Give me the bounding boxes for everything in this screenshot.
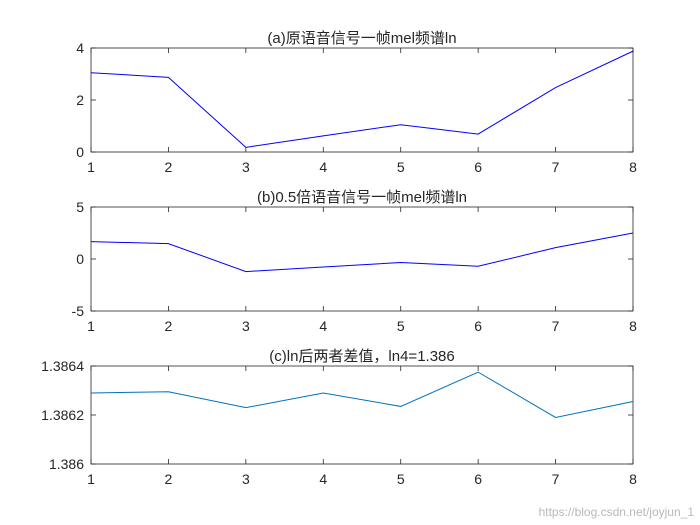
x-tick-label: 8 bbox=[629, 471, 637, 487]
data-point bbox=[554, 416, 557, 419]
y-tick-label: 1.3864 bbox=[41, 358, 84, 374]
x-tick-label: 6 bbox=[474, 318, 482, 334]
y-tick-label: 4 bbox=[76, 40, 84, 56]
x-tick-label: 6 bbox=[474, 471, 482, 487]
x-tick-label: 4 bbox=[319, 318, 327, 334]
y-tick-label: 5 bbox=[76, 199, 84, 215]
x-tick-label: 7 bbox=[552, 471, 560, 487]
data-point bbox=[167, 390, 170, 393]
series-line bbox=[90, 232, 634, 273]
x-tick-label: 5 bbox=[397, 318, 405, 334]
data-point bbox=[399, 261, 402, 264]
x-tick-label: 6 bbox=[474, 159, 482, 175]
x-tick-label: 8 bbox=[629, 159, 637, 175]
y-tick-label: -5 bbox=[72, 303, 85, 319]
axes-3: (c)ln后两者差值，ln4=1.386 1 2 3 4 5 6 7 8 1.386 1.3862 1… bbox=[41, 348, 637, 487]
data-point bbox=[477, 265, 480, 268]
x-tick-label: 1 bbox=[87, 159, 95, 175]
data-point bbox=[90, 240, 93, 243]
x-tick-label: 1 bbox=[87, 318, 95, 334]
data-point bbox=[167, 242, 170, 245]
x-tick-label: 3 bbox=[242, 159, 250, 175]
x-tick-label: 2 bbox=[165, 159, 173, 175]
data-point bbox=[399, 405, 402, 408]
data-point bbox=[632, 400, 635, 403]
data-point bbox=[90, 391, 93, 394]
axes-box bbox=[90, 47, 634, 153]
y-tick-label: 0 bbox=[76, 251, 84, 267]
x-tick-label: 4 bbox=[319, 159, 327, 175]
axes-box bbox=[90, 365, 634, 465]
y-tick-label: 1.3862 bbox=[41, 407, 84, 423]
x-tick-label: 5 bbox=[397, 471, 405, 487]
y-tick-label: 2 bbox=[76, 92, 84, 108]
chart-title: (c)ln后两者差值，ln4=1.386 bbox=[269, 348, 454, 365]
x-tick-label: 3 bbox=[242, 318, 250, 334]
data-point bbox=[477, 371, 480, 374]
data-point bbox=[632, 50, 635, 53]
data-point bbox=[167, 76, 170, 79]
axes-box bbox=[90, 206, 634, 312]
axes-2: (b)0.5倍语音信号一帧mel频谱ln 1 2 3 4 5 6 7 8 -5 0 5 bbox=[72, 189, 638, 334]
data-point bbox=[90, 71, 93, 74]
x-tick-label: 1 bbox=[87, 471, 95, 487]
data-point bbox=[322, 391, 325, 394]
data-point bbox=[322, 266, 325, 269]
data-point bbox=[554, 86, 557, 89]
data-point bbox=[244, 406, 247, 409]
series-line bbox=[90, 371, 634, 418]
chart-title: (a)原语音信号一帧mel频谱ln bbox=[267, 30, 456, 47]
x-tick-label: 7 bbox=[552, 318, 560, 334]
data-point bbox=[244, 270, 247, 273]
data-point bbox=[632, 232, 635, 235]
y-tick-label: 0 bbox=[76, 144, 84, 160]
x-tick-label: 5 bbox=[397, 159, 405, 175]
chart-title: (b)0.5倍语音信号一帧mel频谱ln bbox=[257, 189, 467, 206]
data-point bbox=[322, 134, 325, 137]
x-tick-label: 8 bbox=[629, 318, 637, 334]
axes-1: (a)原语音信号一帧mel频谱ln 1 2 3 4 5 6 7 8 0 2 4 bbox=[76, 30, 637, 175]
x-tick-label: 7 bbox=[552, 159, 560, 175]
watermark: https://blog.csdn.net/joyjun_1 bbox=[538, 505, 694, 519]
series-line bbox=[90, 50, 634, 148]
data-point bbox=[554, 246, 557, 249]
x-tick-label: 2 bbox=[165, 471, 173, 487]
data-point bbox=[399, 123, 402, 126]
data-point bbox=[477, 133, 480, 136]
x-tick-label: 3 bbox=[242, 471, 250, 487]
x-tick-label: 2 bbox=[165, 318, 173, 334]
x-tick-label: 4 bbox=[319, 471, 327, 487]
data-point bbox=[244, 146, 247, 149]
y-tick-label: 1.386 bbox=[49, 456, 84, 472]
